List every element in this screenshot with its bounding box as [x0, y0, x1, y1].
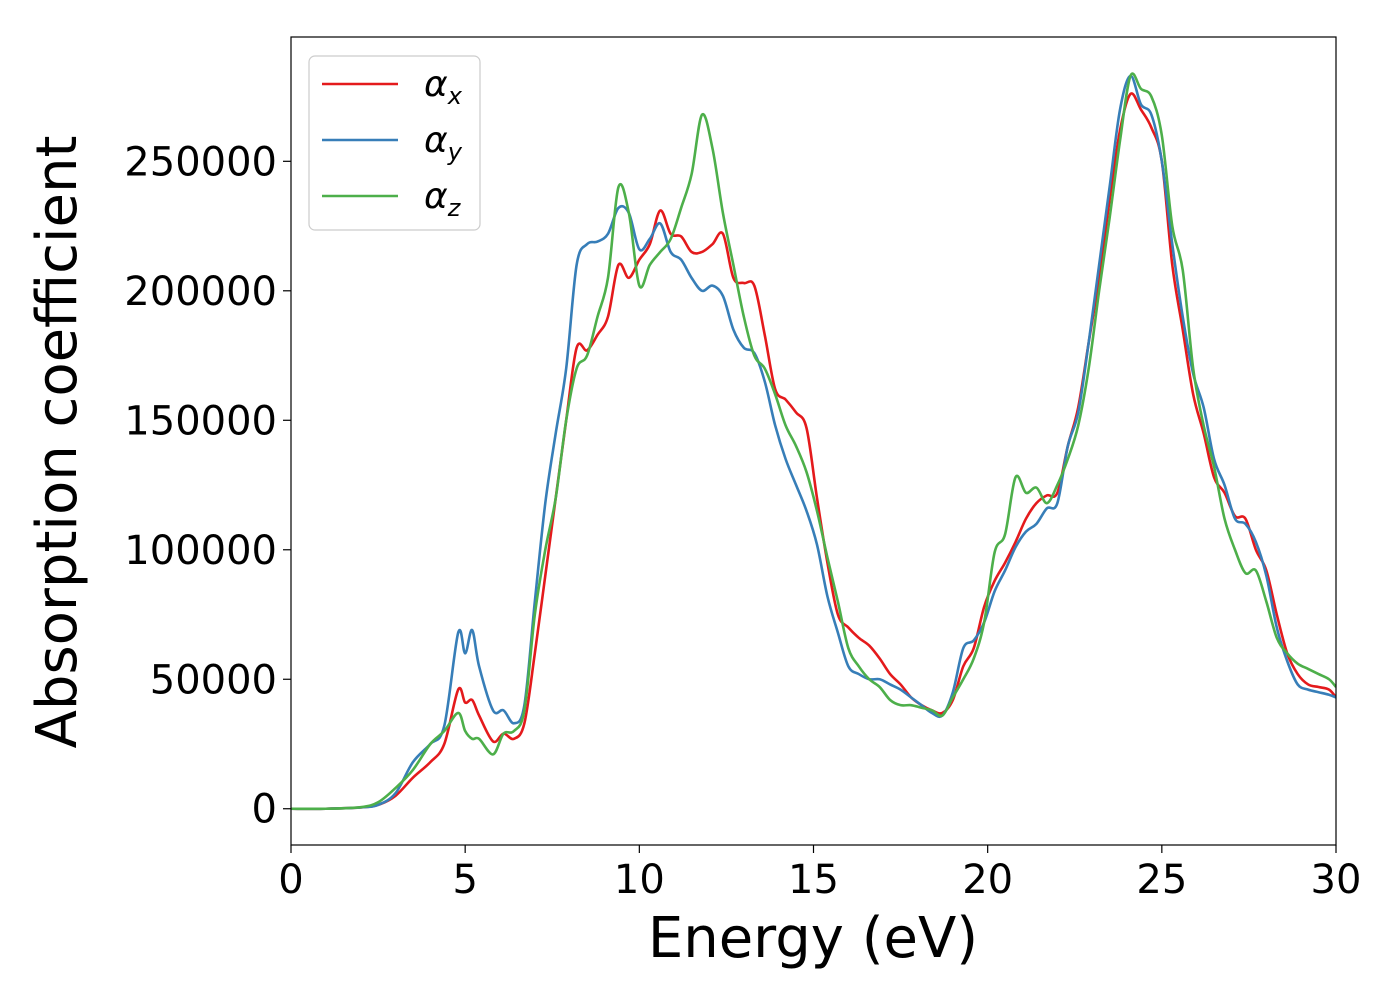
y-axis-title: Absorption coefficient	[25, 136, 90, 749]
y-tick-label: 250000	[124, 139, 277, 185]
axis-ticks: 0 5 10 15 20 25 30 0 50000 100000 150000 200000 2500…	[124, 139, 1361, 903]
x-tick-label: 20	[962, 857, 1013, 903]
series-line-x	[291, 92, 1336, 811]
plot-lines	[291, 72, 1336, 811]
x-tick-label: 0	[278, 857, 303, 903]
x-tick-label: 5	[452, 857, 477, 903]
y-tick-label: 0	[252, 787, 277, 833]
x-tick-label: 25	[1136, 857, 1187, 903]
y-tick-label: 150000	[124, 398, 277, 444]
y-tick-label: 100000	[124, 528, 277, 574]
x-tick-label: 15	[788, 857, 839, 903]
legend-frame	[308, 55, 481, 231]
x-tick-label: 30	[1311, 857, 1362, 903]
y-tick-label: 200000	[124, 269, 277, 315]
y-tick-label: 50000	[150, 657, 277, 703]
x-tick-label: 10	[614, 857, 665, 903]
series-line-z	[291, 72, 1336, 811]
x-axis-title: Energy (eV)	[648, 906, 978, 971]
